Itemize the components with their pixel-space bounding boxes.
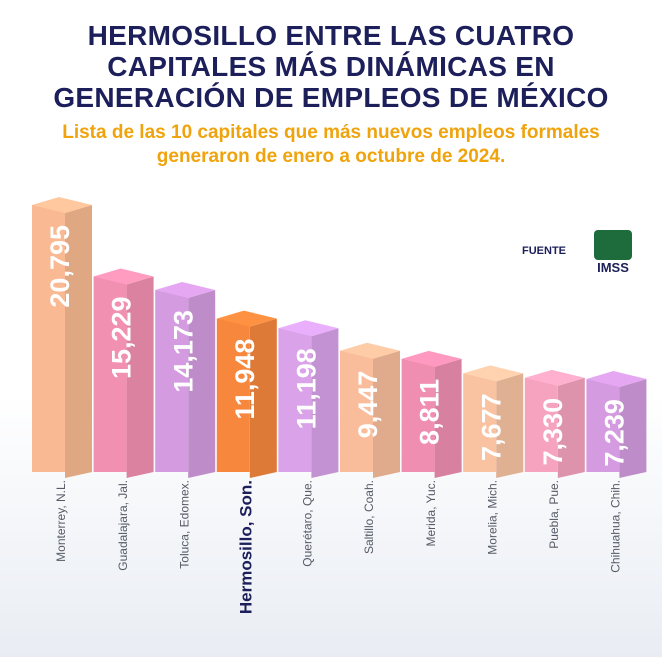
category-label: Saltillo, Coah. bbox=[362, 480, 376, 554]
category-label: Guadalajara, Jal. bbox=[116, 480, 130, 571]
value-label: 11,948 bbox=[230, 339, 260, 420]
bar bbox=[586, 379, 620, 472]
bar bbox=[401, 358, 435, 472]
chart-subtitle: Lista de las 10 capitales que más nuevos… bbox=[62, 122, 600, 167]
bar-side bbox=[434, 358, 462, 478]
bar bbox=[93, 276, 127, 472]
value-label: 20,795 bbox=[45, 225, 75, 308]
bar-side bbox=[65, 205, 92, 478]
bar-top bbox=[401, 350, 462, 367]
bar-side bbox=[188, 290, 216, 478]
bar-top bbox=[340, 342, 400, 359]
bar-top bbox=[586, 371, 647, 388]
bar bbox=[32, 205, 65, 472]
value-label: 11,198 bbox=[292, 348, 322, 429]
logo-badge bbox=[594, 230, 632, 260]
bar-side bbox=[311, 328, 339, 478]
bar-side bbox=[249, 318, 277, 478]
bar-top bbox=[524, 369, 585, 386]
bar-side bbox=[496, 373, 524, 478]
bar-top bbox=[32, 197, 92, 213]
bar-top bbox=[155, 282, 216, 299]
category-label: Merida, Yuc. bbox=[424, 480, 438, 546]
category-label: Puebla, Pue. bbox=[547, 480, 561, 549]
bar bbox=[216, 318, 250, 472]
bar-side bbox=[557, 377, 585, 478]
category-label: Chihuahua, Chih. bbox=[609, 480, 623, 573]
bar-side bbox=[373, 350, 400, 478]
source-label: FUENTE bbox=[522, 245, 566, 257]
bar bbox=[463, 373, 497, 472]
value-label: 7,330 bbox=[538, 398, 568, 466]
value-label: 14,173 bbox=[168, 310, 198, 393]
value-label: 15,229 bbox=[107, 296, 137, 379]
value-label: 8,811 bbox=[415, 379, 445, 445]
source-logo: IMSS bbox=[597, 260, 629, 275]
value-label: 9,447 bbox=[353, 371, 383, 439]
category-label: Monterrey, N.L. bbox=[54, 480, 68, 562]
bar-top bbox=[216, 310, 277, 327]
bar-top bbox=[93, 268, 154, 285]
value-label: 7,239 bbox=[600, 399, 630, 467]
bar-top bbox=[278, 320, 339, 337]
bar bbox=[278, 328, 312, 472]
value-label: 7,677 bbox=[476, 393, 506, 461]
bar bbox=[524, 377, 558, 472]
chart-title: HERMOSILLO ENTRE LAS CUATRO CAPITALES MÁ… bbox=[53, 20, 609, 113]
category-label: Querétaro, Que. bbox=[301, 480, 315, 567]
category-label: Morelia, Mich. bbox=[485, 480, 499, 555]
category-label: Hermosillo, Son. bbox=[236, 480, 255, 614]
bar-top bbox=[463, 365, 524, 382]
bar bbox=[155, 290, 189, 472]
bar-side bbox=[126, 276, 154, 478]
bar-side bbox=[619, 379, 647, 478]
bar bbox=[340, 350, 373, 472]
category-label: Toluca, Edomex. bbox=[177, 480, 191, 569]
